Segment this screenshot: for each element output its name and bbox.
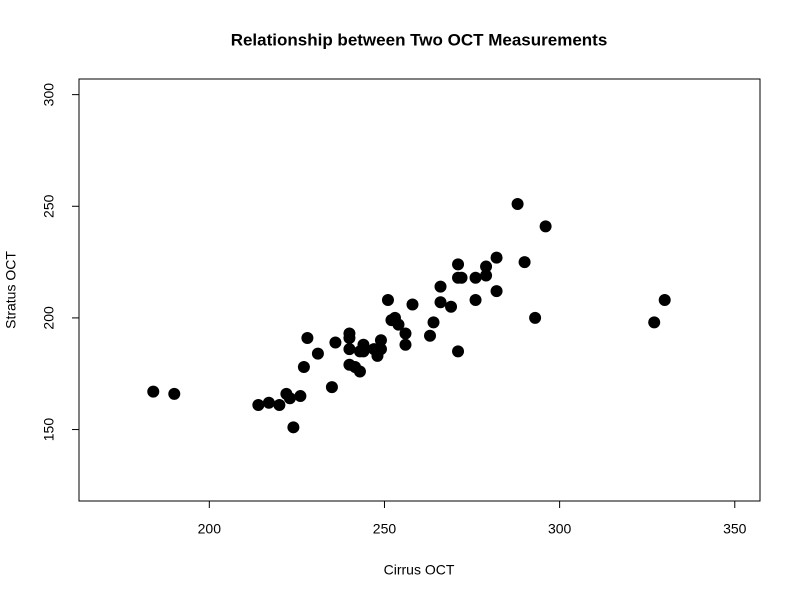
point [252,398,265,411]
point [469,271,482,284]
plot-frame [78,78,761,502]
point [452,345,465,358]
y-tick-label: 150 [41,418,57,442]
point [490,285,503,298]
y-axis-label: Stratus OCT [3,251,19,329]
point [287,421,300,434]
point [455,271,468,284]
x-tick-label: 200 [198,521,222,537]
point [539,220,552,233]
point [147,385,160,398]
y-tick-label: 200 [41,306,57,330]
point [399,327,412,340]
point [353,365,366,378]
point [343,343,356,356]
point [427,316,440,329]
point [262,396,275,409]
point [648,316,661,329]
point [311,347,324,360]
point [424,329,437,342]
x-tick-label: 300 [548,521,572,537]
point [168,387,181,400]
point [452,258,465,271]
point [480,260,493,273]
point [357,345,370,358]
point [294,390,307,403]
point [343,332,356,345]
point [374,343,387,356]
x-tick-label: 250 [373,521,397,537]
y-tick-label: 250 [41,194,57,218]
x-tick-label: 350 [723,521,747,537]
point [297,361,310,374]
point [469,294,482,307]
point [273,398,286,411]
x-axis-label: Cirrus OCT [384,562,455,578]
point [325,381,338,394]
point [406,298,419,311]
point [529,311,542,324]
point [381,294,394,307]
point [392,318,405,331]
point [490,251,503,264]
point [329,336,342,349]
point [480,269,493,282]
point [399,338,412,351]
point [434,280,447,293]
point [434,296,447,309]
point [511,198,524,211]
point [658,294,671,307]
point [283,392,296,405]
point [374,334,387,347]
chart-title: Relationship between Two OCT Measurement… [231,30,608,49]
point [445,300,458,313]
point [518,256,531,269]
y-tick-label: 300 [41,83,57,107]
point [301,332,314,345]
